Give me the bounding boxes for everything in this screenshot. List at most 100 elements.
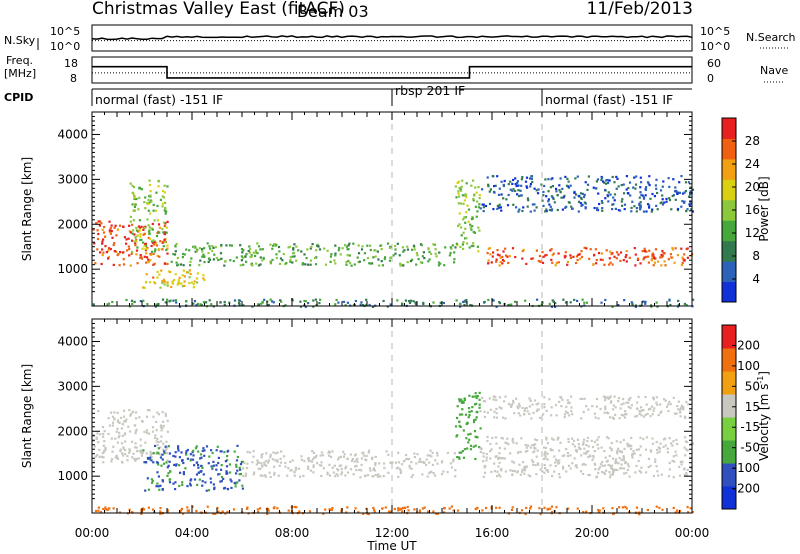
- echo-cell: [463, 448, 466, 451]
- echo-cell: [271, 258, 274, 262]
- echo-cell: [622, 183, 625, 186]
- echo-cell: [355, 469, 358, 472]
- echo-cell: [625, 507, 628, 510]
- echo-cell: [686, 449, 689, 452]
- echo-cell: [529, 507, 532, 510]
- echo-cell: [346, 471, 350, 474]
- echo-cell: [460, 185, 463, 188]
- echo-cell: [458, 413, 462, 416]
- echo-cell: [371, 456, 374, 459]
- echo-cell: [242, 256, 245, 259]
- echo-cell: [128, 449, 131, 452]
- echo-cell: [597, 508, 600, 512]
- echo-cell: [611, 175, 614, 179]
- echo-cell: [389, 461, 392, 464]
- echo-cell: [248, 245, 251, 248]
- echo-cell: [377, 473, 380, 476]
- echo-cell: [181, 483, 184, 486]
- echo-cell: [166, 284, 169, 287]
- echo-cell: [474, 205, 477, 208]
- echo-cell: [590, 439, 593, 442]
- echo-cell: [426, 454, 429, 457]
- echo-cell: [465, 437, 468, 440]
- echo-cell: [366, 244, 369, 247]
- echo-cell: [440, 461, 444, 464]
- echo-cell: [346, 506, 349, 509]
- echo-cell: [158, 226, 161, 229]
- echo-cell: [584, 181, 587, 184]
- echo-cell: [129, 414, 132, 417]
- echo-cell: [149, 237, 152, 240]
- echo-cell: [468, 413, 471, 417]
- echo-cell: [139, 235, 142, 238]
- echo-cell: [215, 468, 218, 471]
- echo-cell: [295, 506, 298, 509]
- echo-cell: [362, 512, 365, 515]
- echo-cell: [594, 416, 597, 419]
- echo-cell: [94, 455, 97, 458]
- echo-cell: [548, 203, 551, 206]
- echo-cell: [266, 512, 269, 516]
- echo-cell: [600, 177, 604, 180]
- echo-cell: [410, 476, 413, 479]
- echo-cell: [182, 264, 185, 267]
- echo-cell: [115, 234, 118, 237]
- echo-cell: [383, 257, 386, 261]
- echo-cell: [642, 437, 645, 441]
- echo-cell: [257, 467, 260, 470]
- echo-cell: [638, 410, 641, 413]
- echo-cell: [467, 220, 470, 223]
- echo-cell: [223, 451, 226, 454]
- echo-cell: [345, 245, 348, 248]
- echo-cell: [172, 253, 175, 256]
- echo-cell: [659, 442, 662, 445]
- echo-cell: [175, 463, 178, 466]
- echo-cell: [682, 192, 685, 195]
- echo-cell: [388, 259, 391, 262]
- echo-cell: [196, 248, 199, 251]
- echo-cell: [125, 249, 129, 252]
- echo-cell: [96, 237, 100, 241]
- echo-cell: [630, 447, 633, 450]
- echo-cell: [489, 408, 492, 411]
- echo-cell: [650, 304, 653, 307]
- echo-cell: [567, 201, 570, 204]
- echo-cell: [652, 264, 655, 267]
- echo-cell: [146, 247, 149, 250]
- echo-cell: [244, 255, 247, 258]
- echo-cell: [494, 455, 497, 458]
- echo-cell: [453, 261, 456, 264]
- echo-cell: [502, 457, 505, 460]
- echo-cell: [401, 510, 404, 513]
- echo-cell: [513, 470, 516, 473]
- echo-cell: [389, 303, 392, 306]
- echo-cell: [631, 303, 634, 306]
- echo-cell: [259, 467, 262, 471]
- echo-cell: [559, 441, 562, 444]
- echo-cell: [259, 248, 262, 251]
- echo-cell: [369, 469, 372, 472]
- echo-cell: [511, 469, 514, 472]
- echo-cell: [209, 481, 213, 484]
- echo-cell: [260, 454, 263, 457]
- echo-cell: [102, 456, 105, 459]
- echo-cell: [454, 469, 457, 472]
- noise-left-tick-bottom: 10^0: [50, 40, 80, 53]
- echo-cell: [541, 470, 544, 473]
- echo-cell: [223, 486, 227, 490]
- echo-cell: [102, 451, 105, 454]
- echo-cell: [527, 199, 530, 202]
- echo-cell: [496, 253, 499, 256]
- echo-cell: [622, 438, 625, 441]
- echo-cell: [583, 195, 586, 199]
- echo-cell: [305, 257, 308, 260]
- echo-cell: [116, 427, 119, 430]
- echo-cell: [316, 462, 319, 465]
- echo-cell: [617, 253, 620, 256]
- echo-cell: [168, 481, 172, 484]
- echo-cell: [107, 302, 111, 305]
- echo-cell: [432, 472, 435, 475]
- echo-cell: [634, 305, 637, 308]
- echo-cell: [603, 395, 606, 398]
- echo-cell: [291, 261, 294, 264]
